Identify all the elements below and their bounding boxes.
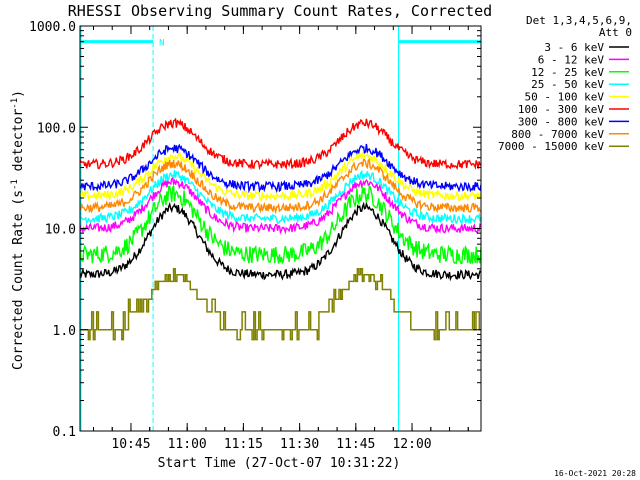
series-line-8	[80, 158, 481, 215]
legend-label: 50 - 100 keV	[525, 91, 605, 104]
saa-flag-label: N	[159, 39, 164, 49]
legend-label: 12 - 25 keV	[531, 66, 604, 79]
series-line-6	[80, 117, 481, 171]
chart-title: RHESSI Observing Summary Count Rates, Co…	[68, 2, 492, 20]
series-line-5	[80, 151, 481, 202]
legend-header: Det 1,3,4,5,6,9,	[526, 14, 632, 27]
series-line-1	[80, 201, 481, 282]
legend-header: Att 0	[599, 26, 632, 39]
legend-label: 3 - 6 keV	[544, 41, 604, 54]
x-tick-label: 12:00	[392, 437, 431, 452]
series-line-3	[80, 185, 481, 265]
legend-label: 6 - 12 keV	[538, 53, 605, 66]
series-line-4	[80, 169, 481, 225]
legend-label: 25 - 50 keV	[531, 78, 604, 91]
y-tick-label: 1.0	[53, 324, 76, 339]
series-line-7	[80, 143, 481, 194]
x-tick-label: 11:45	[336, 437, 375, 452]
x-tick-label: 10:45	[111, 437, 150, 452]
y-tick-label: 0.1	[53, 425, 76, 440]
plot-area: N	[80, 26, 481, 431]
x-tick-label: 11:30	[280, 437, 319, 452]
series-line-2	[80, 176, 481, 235]
legend-label: 800 - 7000 keV	[511, 128, 604, 141]
x-tick-label: 11:15	[224, 437, 263, 452]
x-axis-label: Start Time (27-Oct-07 10:31:22)	[158, 456, 401, 471]
axes: 0.1 1.0 10.0 100.0 1000.0 10:45 11:00 11:15 11:3…	[29, 20, 482, 452]
legend-label: 7000 - 15000 keV	[498, 140, 604, 153]
y-axis-label: Corrected Count Rate (s-1 detector-1)	[10, 90, 26, 370]
y-tick-label: 100.0	[37, 121, 76, 136]
data-region: N	[80, 26, 481, 431]
footer-timestamp: 16-Oct-2021 20:28	[554, 469, 636, 478]
y-tick-label: 1000.0	[29, 20, 76, 35]
legend-label: 100 - 300 keV	[518, 103, 604, 116]
series-line-9	[80, 268, 481, 341]
x-tick-label: 11:00	[168, 437, 207, 452]
y-tick-label: 10.0	[45, 223, 76, 238]
legend-label: 300 - 800 keV	[518, 115, 604, 128]
